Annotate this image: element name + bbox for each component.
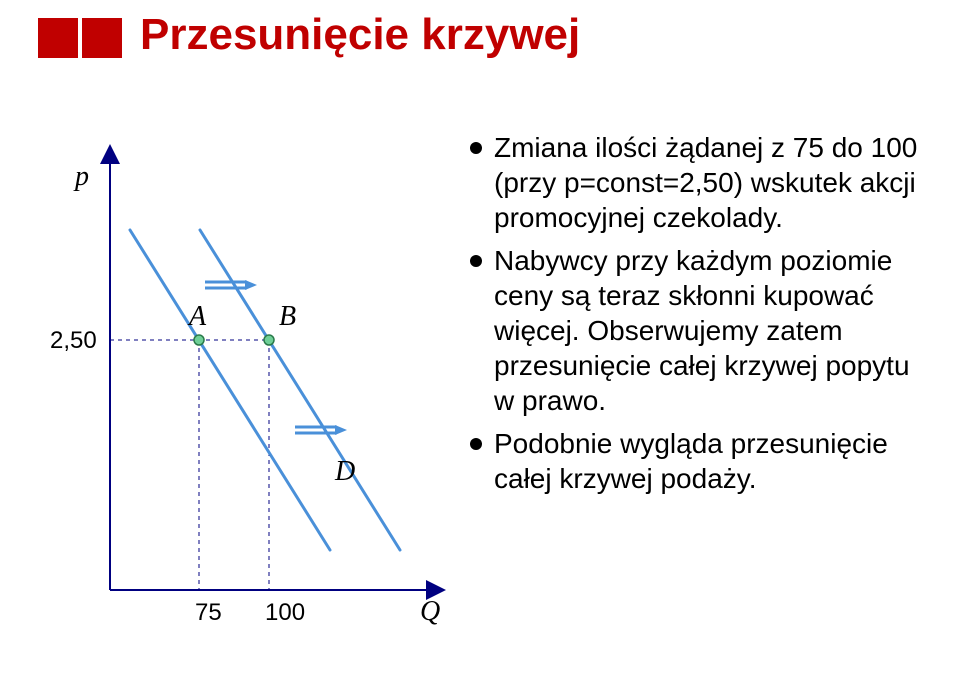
square-1	[38, 18, 78, 58]
svg-text:100: 100	[265, 599, 305, 626]
svg-text:2,50: 2,50	[50, 327, 97, 354]
bullet-dot-icon	[470, 142, 482, 154]
bullet-dot-icon	[470, 255, 482, 267]
svg-text:75: 75	[195, 599, 222, 626]
bullet-item: Podobnie wygląda przesunięcie całej krzy…	[470, 426, 930, 496]
bullet-list: Zmiana ilości żądanej z 75 do 100 (przy …	[470, 130, 930, 504]
svg-text:D: D	[334, 456, 355, 487]
decorative-squares	[38, 18, 122, 58]
bullet-text: Zmiana ilości żądanej z 75 do 100 (przy …	[494, 130, 930, 235]
bullet-dot-icon	[470, 438, 482, 450]
svg-text:A: A	[187, 301, 207, 332]
bullet-item: Zmiana ilości żądanej z 75 do 100 (przy …	[470, 130, 930, 235]
bullet-item: Nabywcy przy każdym poziomie ceny są ter…	[470, 243, 930, 418]
slide-title: Przesunięcie krzywej	[140, 10, 580, 60]
square-2	[82, 18, 122, 58]
bullet-text: Nabywcy przy każdym poziomie ceny są ter…	[494, 243, 930, 418]
svg-text:p: p	[73, 161, 89, 192]
chart: p Q 2,50 75 100 A B D	[30, 130, 450, 630]
chart-svg: p Q 2,50 75 100 A B D	[30, 130, 450, 630]
bullet-text: Podobnie wygląda przesunięcie całej krzy…	[494, 426, 930, 496]
svg-text:B: B	[279, 301, 296, 332]
svg-text:Q: Q	[420, 596, 440, 627]
